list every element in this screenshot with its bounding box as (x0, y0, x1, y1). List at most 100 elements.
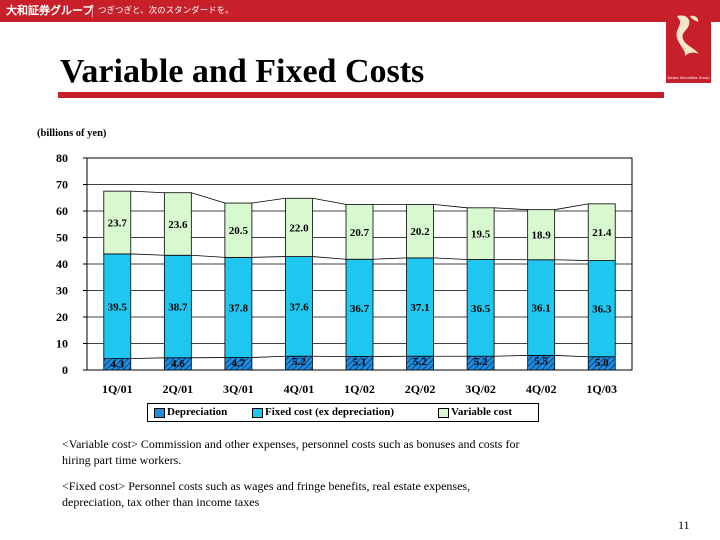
data-label: 5.2 (413, 356, 427, 368)
connector-line (372, 257, 407, 260)
bar-fixed-cost-ex-depreciation-8 (587, 260, 616, 358)
x-tick-label: 2Q/01 (162, 382, 193, 396)
bar-variable-cost-6 (466, 207, 495, 260)
data-label: 4.6 (171, 358, 185, 370)
variable-cost-note: <Variable cost> Commission and other exp… (62, 437, 520, 467)
connector-line (130, 357, 165, 360)
data-label: 18.9 (532, 230, 552, 242)
y-tick-label: 10 (56, 337, 68, 351)
bar-variable-cost-0 (103, 190, 132, 255)
x-tick-label: 1Q/02 (344, 382, 375, 396)
y-tick-label: 80 (56, 151, 68, 165)
x-tick-label: 4Q/02 (526, 382, 557, 396)
chart-legend: Depreciation Fixed cost (ex depreciation… (147, 403, 539, 422)
logo-caption: Daiwa Securities Group (667, 76, 710, 80)
fixed-cost-note: <Fixed cost> Personnel costs such as wag… (62, 479, 471, 509)
y-tick-label: 50 (56, 231, 68, 245)
bar-fixed-cost-ex-depreciation-3 (285, 256, 313, 357)
company-logo: Daiwa Securities Group (666, 10, 711, 83)
data-label: 20.7 (350, 227, 370, 239)
header-bar (0, 0, 720, 22)
connector-line (130, 190, 165, 194)
connector-line (554, 259, 589, 261)
data-label: 37.8 (229, 302, 249, 314)
data-label: 38.7 (168, 302, 188, 314)
data-label: 36.1 (532, 303, 551, 315)
data-label: 36.7 (350, 303, 370, 315)
page-number: 11 (678, 518, 690, 532)
data-label: 5.2 (474, 356, 488, 368)
bar-variable-cost-8 (587, 203, 616, 261)
data-label: 36.3 (592, 304, 612, 316)
data-label: 5.1 (353, 356, 367, 368)
x-tick-label: 3Q/02 (465, 382, 496, 396)
legend-swatch-depreciation (154, 408, 165, 418)
bar-variable-cost-2 (224, 202, 253, 258)
connector-line (251, 197, 286, 204)
legend-label-variable-cost: Variable cost (451, 406, 513, 418)
data-label: 23.7 (108, 218, 128, 230)
bar-fixed-cost-ex-depreciation-0 (103, 253, 132, 360)
connector-line (554, 203, 589, 211)
bar-fixed-cost-ex-depreciation-4 (345, 258, 374, 357)
header-separator: | (91, 4, 94, 18)
x-tick-label: 2Q/02 (405, 382, 436, 396)
bar-fixed-cost-ex-depreciation-2 (224, 256, 253, 358)
legend-swatch-fixed-cost (252, 408, 263, 418)
data-label: 4.3 (110, 359, 124, 371)
data-label: 5.2 (292, 356, 306, 368)
y-tick-label: 60 (56, 204, 68, 218)
y-tick-label: 70 (56, 178, 68, 192)
data-label: 22.0 (289, 222, 309, 234)
data-label: 36.5 (471, 303, 491, 315)
connector-line (494, 355, 528, 357)
connector-line (433, 203, 468, 209)
title-underline (58, 92, 664, 98)
connector-line (494, 207, 528, 211)
data-label: 20.2 (410, 226, 430, 238)
bar-variable-cost-3 (285, 197, 313, 257)
data-label: 37.1 (410, 302, 429, 314)
connector-line (191, 192, 226, 204)
connector-line (130, 253, 165, 256)
data-label: 37.6 (289, 301, 309, 313)
data-label: 5.0 (595, 357, 609, 369)
brand-name: 大和証券グループ (6, 4, 94, 17)
legend-label-depreciation: Depreciation (167, 406, 228, 418)
bird-logo-icon (676, 15, 699, 57)
units-label: (billions of yen) (37, 128, 107, 139)
bar-fixed-cost-ex-depreciation-1 (163, 254, 192, 359)
data-label: 23.6 (168, 219, 188, 231)
x-tick-label: 1Q/01 (102, 382, 133, 396)
data-label: 5.5 (534, 355, 548, 367)
connector-line (433, 257, 468, 260)
bar-variable-cost-5 (406, 203, 434, 259)
connector-line (312, 256, 347, 260)
bar-variable-cost-7 (527, 209, 556, 261)
connector-line (251, 355, 286, 358)
data-label: 39.5 (108, 301, 128, 313)
y-tick-label: 30 (56, 284, 68, 298)
connector-line (312, 197, 347, 205)
x-tick-label: 4Q/01 (284, 382, 315, 396)
data-label: 20.5 (229, 225, 249, 237)
y-tick-label: 0 (62, 363, 68, 377)
legend-swatch-variable-cost (438, 408, 449, 418)
connector-line (554, 355, 589, 358)
header-slogan: つぎつぎと、次のスタンダードを。 (98, 6, 234, 16)
data-label: 19.5 (471, 229, 491, 241)
bar-variable-cost-4 (345, 203, 374, 260)
data-label: 4.7 (232, 358, 246, 370)
x-tick-label: 3Q/01 (223, 382, 254, 396)
x-tick-label: 1Q/03 (586, 382, 617, 396)
y-tick-label: 40 (56, 257, 68, 271)
y-tick-label: 20 (56, 310, 68, 324)
bar-fixed-cost-ex-depreciation-7 (527, 259, 556, 356)
page-title: Variable and Fixed Costs (60, 53, 425, 90)
bar-variable-cost-1 (163, 192, 192, 256)
connector-line (191, 254, 225, 258)
data-label: 21.4 (592, 227, 612, 239)
legend-label-fixed-cost: Fixed cost (ex depreciation) (265, 406, 395, 418)
connector-line (251, 256, 286, 258)
